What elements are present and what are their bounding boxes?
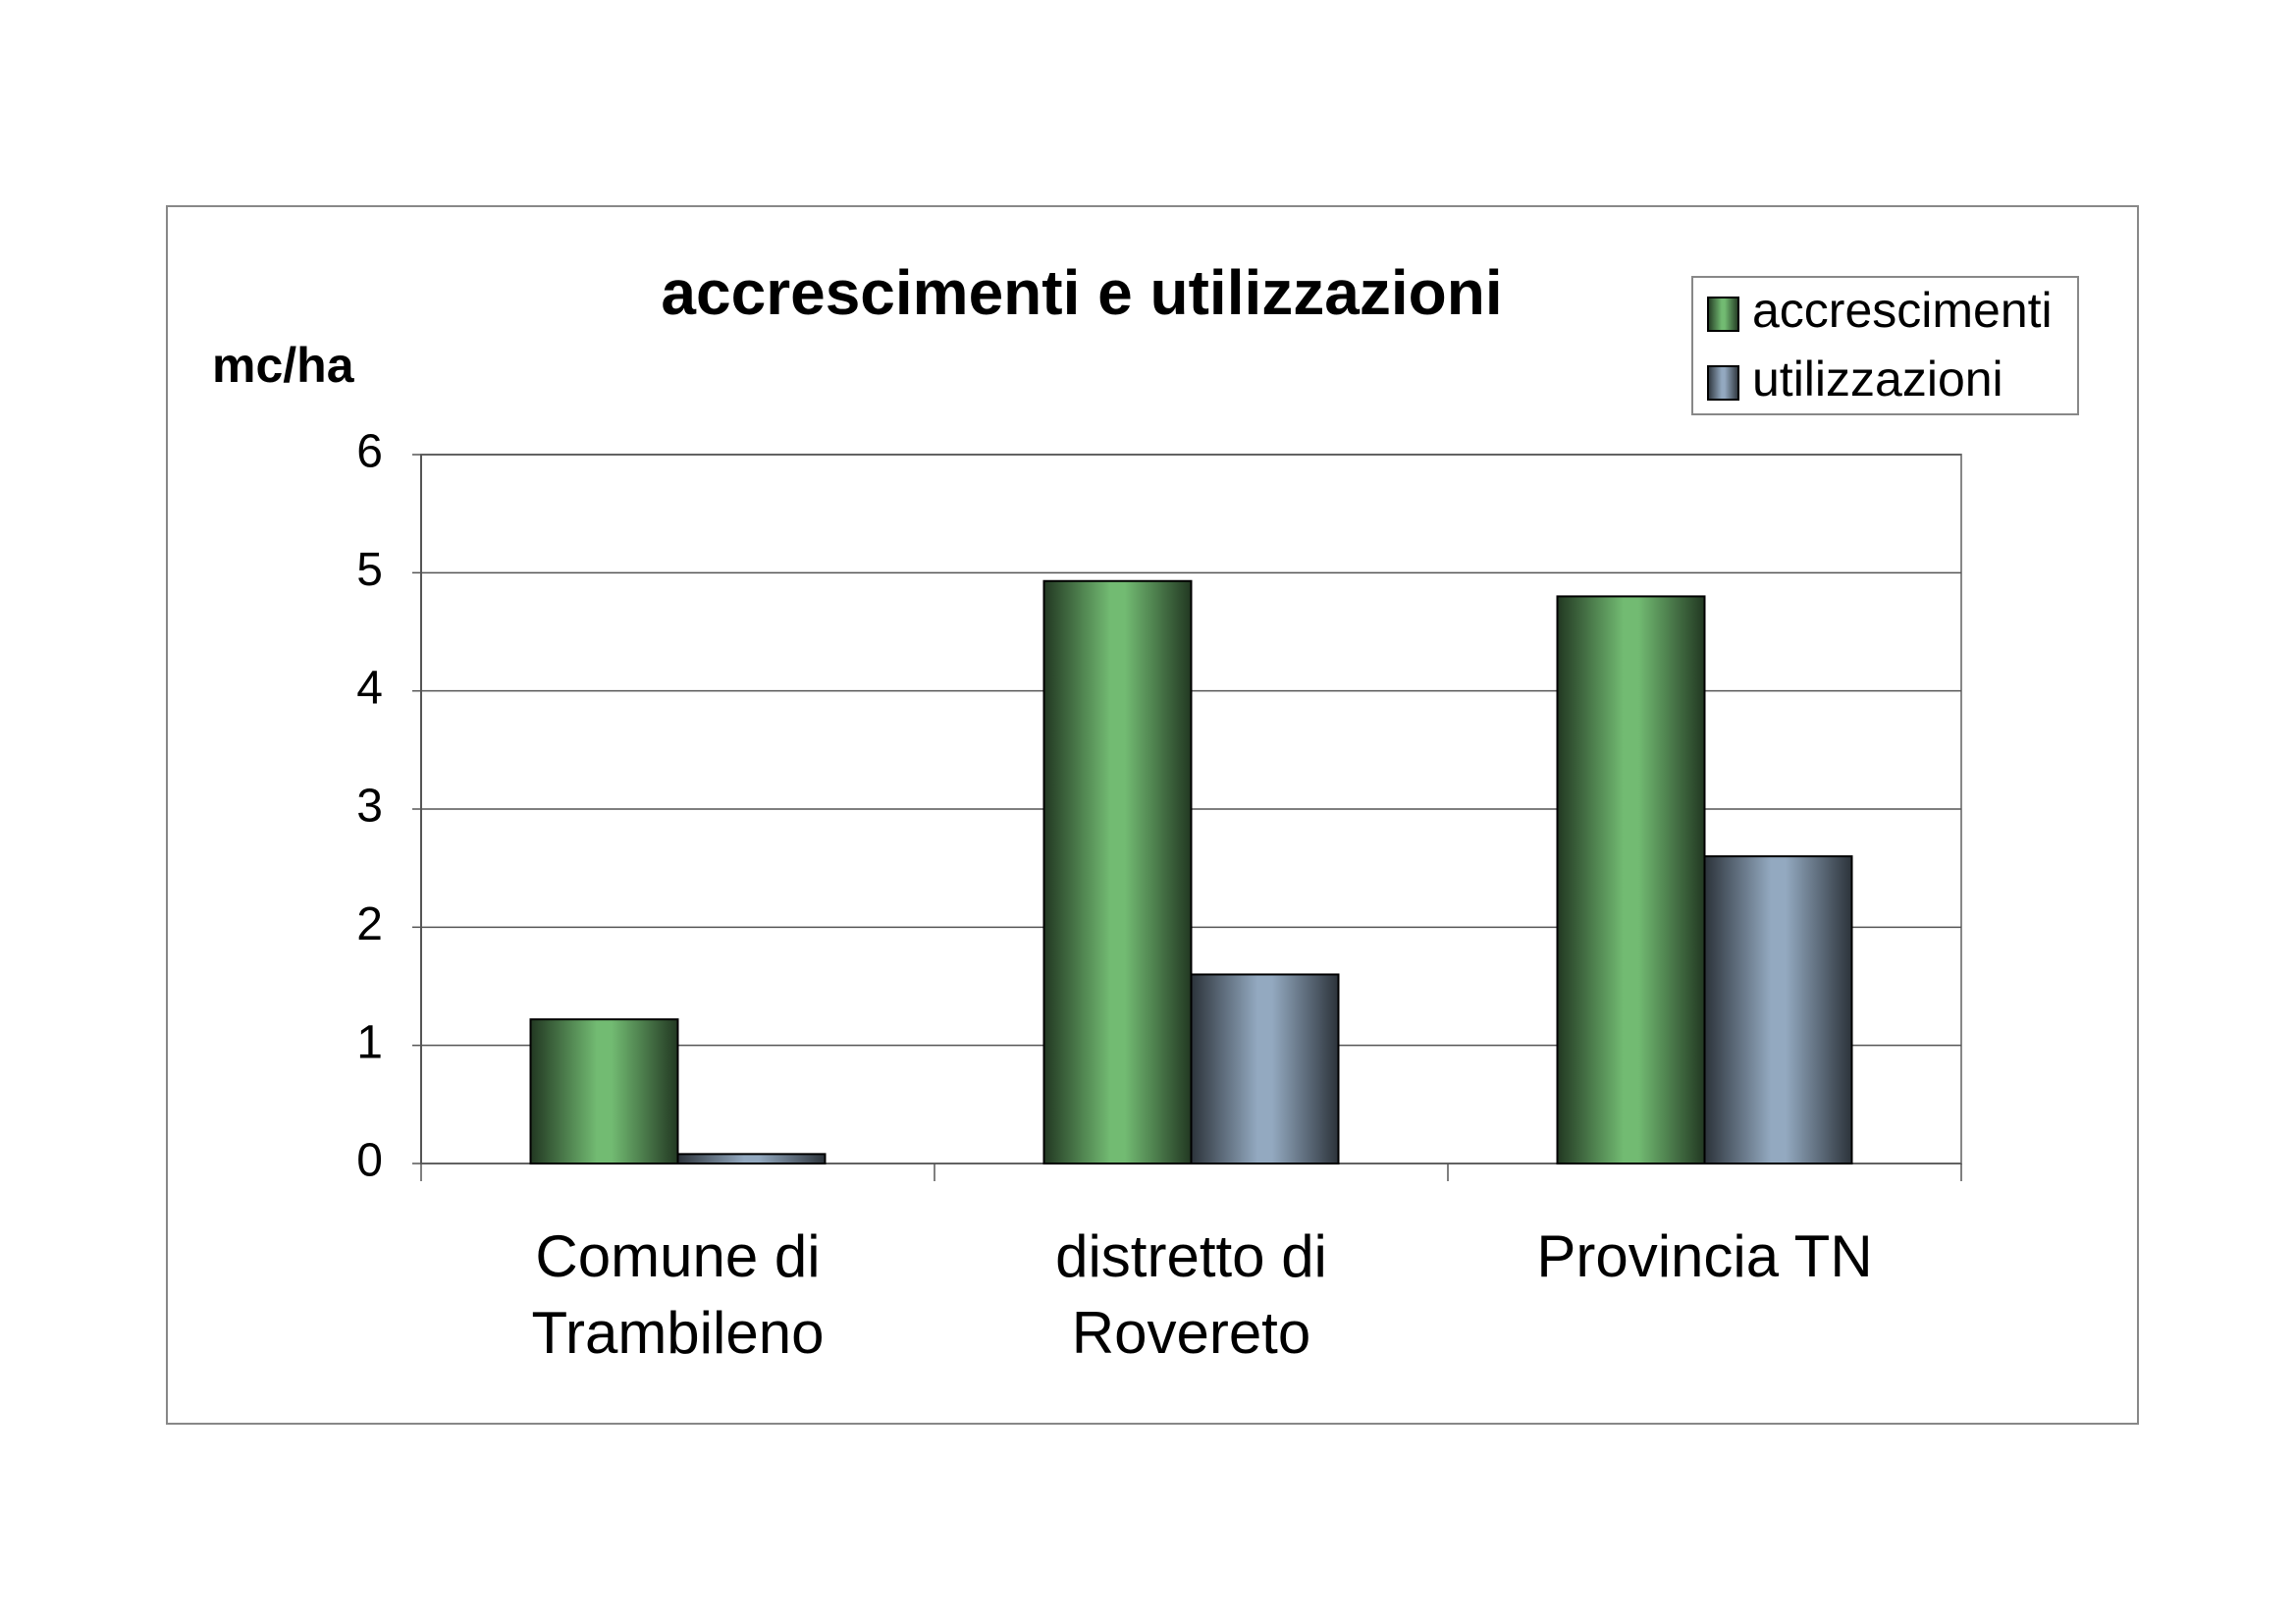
y-tick-label: 2: [356, 898, 383, 950]
legend-label: utilizzazioni: [1752, 352, 2003, 406]
y-tick-label: 6: [356, 426, 383, 478]
bar: [529, 1018, 679, 1165]
legend-swatch: [1707, 365, 1739, 401]
legend-swatch: [1707, 297, 1739, 332]
bar: [1556, 595, 1706, 1164]
x-tick-label: distretto di Rovereto: [1055, 1223, 1327, 1366]
y-tick-label: 3: [356, 781, 383, 833]
chart-title: accrescimenti e utilizzazioni: [661, 257, 1502, 328]
legend-box: [1691, 276, 2079, 415]
y-tick-label: 1: [356, 1016, 383, 1068]
bar: [1190, 973, 1340, 1165]
x-tick-label: Provincia TN: [1536, 1223, 1873, 1289]
y-tick-label: 5: [356, 544, 383, 596]
y-axis-label: mc/ha: [212, 338, 355, 393]
y-tick-label: 0: [356, 1135, 383, 1187]
bar: [1042, 579, 1193, 1164]
legend-label: accrescimenti: [1752, 283, 2053, 338]
bar: [1703, 855, 1853, 1165]
bar: [676, 1153, 827, 1164]
y-tick-label: 4: [356, 662, 383, 714]
x-tick-label: Comune di Trambileno: [531, 1223, 825, 1366]
